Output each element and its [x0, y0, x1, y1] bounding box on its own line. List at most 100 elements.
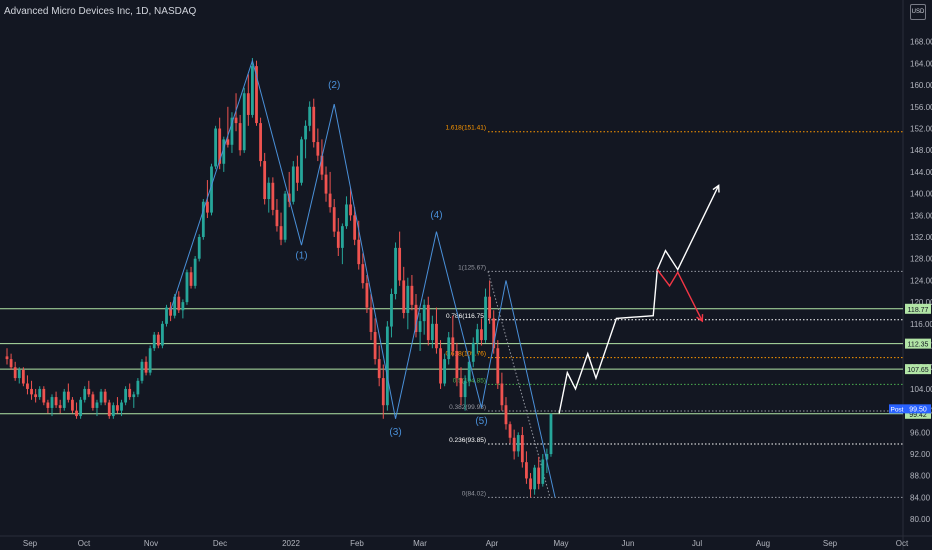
- x-tick-label: Dec: [213, 539, 227, 548]
- post-price-badge-label: 99.50: [909, 406, 927, 413]
- candle-body: [463, 380, 467, 398]
- candle-body: [520, 435, 524, 463]
- y-tick-label: 92.00: [910, 450, 931, 459]
- candle-body: [255, 66, 258, 124]
- bullish-projection-path: [558, 185, 720, 414]
- price-level-badge-label: 112.35: [908, 342, 929, 349]
- x-tick-label: Mar: [413, 539, 427, 548]
- candle-body: [83, 388, 87, 400]
- candle-body: [38, 388, 42, 398]
- candle-body: [234, 117, 238, 124]
- y-tick-label: 164.00: [910, 59, 932, 68]
- candle-body: [251, 66, 254, 115]
- candle-body: [369, 307, 373, 332]
- x-tick-label: Aug: [756, 539, 770, 548]
- candle-body: [87, 388, 91, 395]
- candle-body: [275, 209, 279, 227]
- bearish-projection-path: [656, 269, 703, 322]
- fib-level-label: 0.236(93.85): [449, 437, 486, 444]
- candle-body: [242, 93, 246, 151]
- x-tick-label: Sep: [23, 539, 38, 548]
- bearish-projection-path-arrowhead: [696, 314, 704, 323]
- candle-body: [222, 139, 226, 164]
- candle-body: [443, 359, 447, 384]
- candle-body: [300, 139, 303, 183]
- candle-body: [193, 258, 197, 286]
- x-tick-label: Jul: [692, 539, 702, 548]
- candle-body: [545, 454, 549, 460]
- candle-body: [533, 467, 537, 490]
- y-tick-label: 104.00: [910, 385, 932, 394]
- y-tick-label: 156.00: [910, 103, 932, 112]
- x-tick-label: Jun: [622, 539, 635, 548]
- candle-body: [480, 329, 483, 341]
- candle-body: [107, 402, 111, 417]
- candle-body: [398, 247, 402, 281]
- candle-body: [120, 402, 123, 411]
- candle-body: [549, 413, 553, 455]
- candle-body: [197, 237, 201, 259]
- x-tick-label: 2022: [282, 539, 300, 548]
- candle-body: [324, 174, 328, 194]
- fib-level-label: 0.786(116.75): [446, 313, 486, 320]
- price-level-badge: [905, 303, 931, 314]
- candle-body: [529, 478, 532, 490]
- candle-body: [99, 391, 103, 403]
- currency-button[interactable]: USD: [910, 4, 926, 20]
- candle-body: [66, 391, 70, 400]
- price-level-badge-label: 99.42: [909, 412, 927, 419]
- candle-body: [471, 342, 475, 362]
- candle-body: [42, 388, 46, 403]
- candle-body: [414, 304, 418, 332]
- candle-body: [103, 391, 107, 403]
- candle-body: [373, 331, 377, 360]
- candle-body: [439, 348, 442, 384]
- candle-body: [291, 166, 295, 202]
- candle-body: [353, 215, 357, 240]
- candle-body: [181, 302, 185, 311]
- candle-body: [54, 397, 58, 406]
- fib-level-label: 0.382(99.93): [449, 404, 486, 411]
- candle-body: [541, 459, 545, 484]
- candle-body: [516, 435, 520, 452]
- y-tick-label: 160.00: [910, 81, 932, 90]
- candle-body: [430, 323, 434, 341]
- candle-body: [62, 391, 66, 408]
- candle-body: [426, 304, 430, 341]
- candle-body: [308, 106, 312, 126]
- candle-body: [9, 359, 13, 368]
- candle-body: [451, 337, 455, 351]
- candle-body: [144, 361, 148, 373]
- fib-level-label: 0(84.02): [462, 490, 486, 497]
- candle-body: [385, 326, 389, 406]
- candle-body: [418, 321, 422, 332]
- candle-body: [230, 117, 234, 145]
- y-tick-label: 132.00: [910, 233, 932, 242]
- candle-body: [75, 410, 78, 417]
- candle-body: [484, 296, 487, 341]
- y-tick-label: 120.00: [910, 298, 932, 307]
- y-tick-label: 168.00: [910, 38, 932, 47]
- y-tick-label: 80.00: [910, 515, 931, 524]
- candle-body: [349, 204, 352, 216]
- y-tick-label: 144.00: [910, 168, 932, 177]
- candle-body: [177, 296, 181, 311]
- y-tick-label: 96.00: [910, 428, 931, 437]
- elliott-wave-label: (1): [295, 251, 307, 262]
- x-tick-label: Oct: [78, 539, 91, 548]
- candle-body: [201, 201, 205, 238]
- candle-body: [124, 388, 128, 403]
- candle-body: [246, 93, 250, 115]
- x-tick-label: Nov: [144, 539, 158, 548]
- price-level-badge-label: 118.77: [908, 307, 929, 314]
- candle-body: [361, 264, 365, 284]
- x-tick-label: Oct: [896, 539, 909, 548]
- candle-body: [79, 399, 83, 417]
- candle-body: [34, 394, 38, 398]
- y-tick-label: 140.00: [910, 190, 932, 199]
- candle-body: [148, 348, 152, 373]
- candle-body: [377, 359, 381, 379]
- candle-body: [394, 247, 397, 294]
- candle-body: [357, 239, 361, 265]
